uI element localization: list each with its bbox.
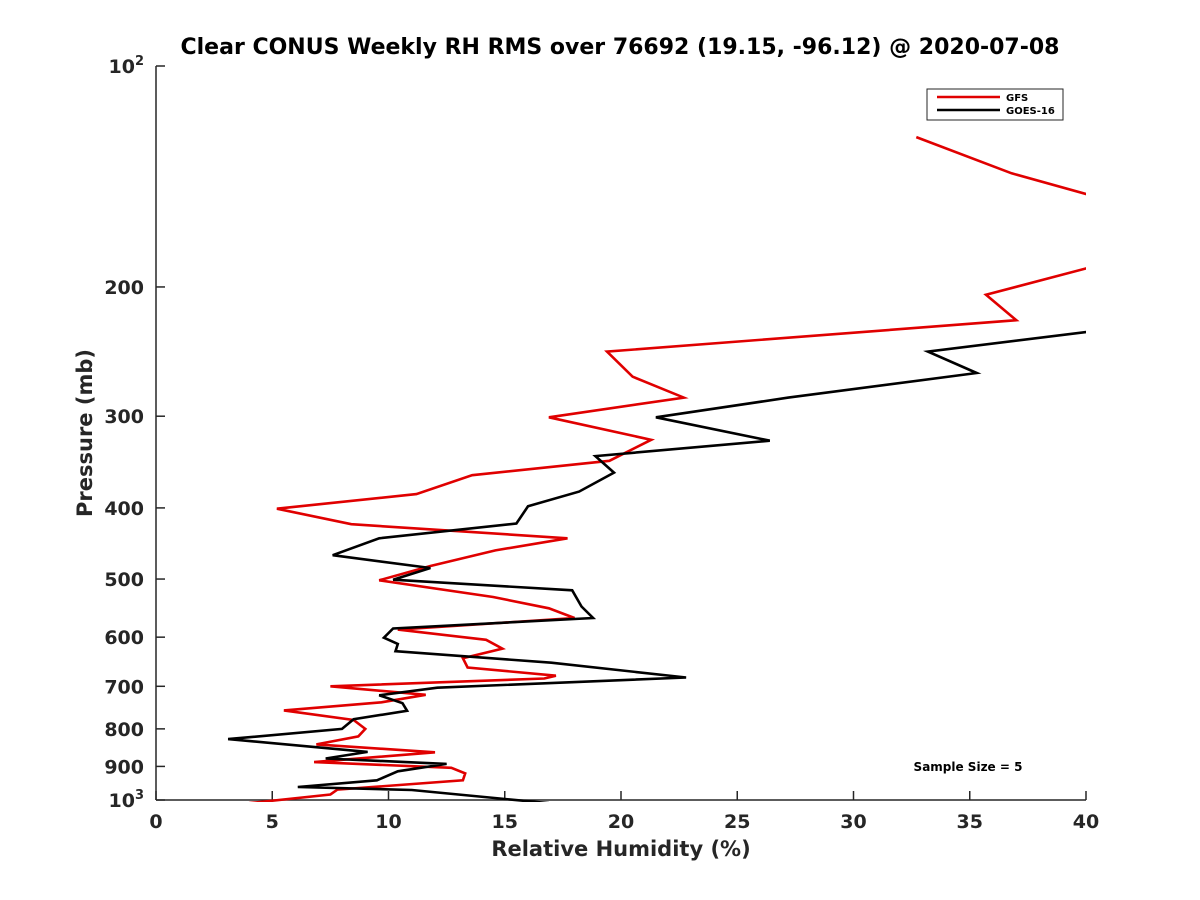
- y-axis-label: Pressure (mb): [73, 349, 97, 517]
- legend-box: [926, 88, 1064, 121]
- y-tick-label: 800: [104, 719, 144, 741]
- legend-label-goes-16: GOES-16: [1006, 106, 1055, 117]
- x-tick-label: 20: [608, 811, 634, 833]
- x-tick-label: 10: [375, 811, 401, 833]
- y-axis-ticks: 102 200 300 400 500 600 700 800 900 103: [104, 54, 165, 812]
- y-tick-label: 300: [104, 406, 144, 428]
- legend: GFS GOES-16: [926, 88, 1064, 121]
- sample-size-annotation: Sample Size = 5: [914, 760, 1023, 774]
- y-tick-label: 900: [104, 756, 144, 778]
- legend-label-gfs: GFS: [1006, 93, 1028, 104]
- x-axis-ticks: 0 5 10 15 20 25 30 35 40: [149, 791, 1099, 833]
- y-tick-label: 400: [104, 498, 144, 520]
- x-tick-label: 15: [492, 811, 518, 833]
- series-line-goes-16: [227, 330, 1086, 802]
- x-tick-label: 5: [266, 811, 279, 833]
- series-line-gfs: [248, 135, 1086, 802]
- x-tick-label: 35: [957, 811, 983, 833]
- y-tick-label: 103: [109, 788, 145, 812]
- y-tick-label: 500: [104, 569, 144, 591]
- x-tick-label: 30: [840, 811, 866, 833]
- x-axis-label: Relative Humidity (%): [491, 837, 750, 861]
- chart-title: Clear CONUS Weekly RH RMS over 76692 (19…: [181, 35, 1060, 60]
- y-tick-label: 600: [104, 627, 144, 649]
- y-tick-label: 700: [104, 676, 144, 698]
- y-tick-label: 102: [109, 54, 145, 78]
- x-tick-label: 25: [724, 811, 750, 833]
- x-tick-label: 40: [1073, 811, 1099, 833]
- plot-lines: [227, 135, 1086, 802]
- x-tick-label: 0: [149, 811, 162, 833]
- y-tick-label: 200: [104, 277, 144, 299]
